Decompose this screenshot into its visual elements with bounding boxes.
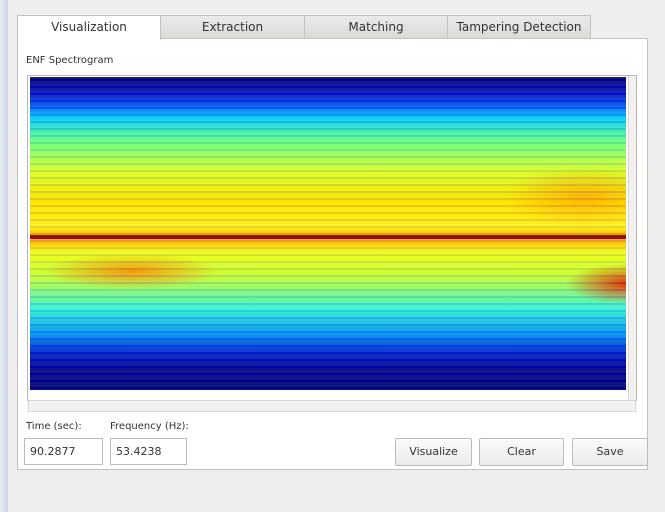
- tab[interactable]: Matching: [304, 15, 448, 39]
- time-input[interactable]: 90.2877: [24, 438, 103, 465]
- tab[interactable]: Extraction: [160, 15, 305, 39]
- visualize-button[interactable]: Visualize: [395, 438, 472, 466]
- spectrogram-image: [30, 77, 626, 390]
- horizontal-scrollbar[interactable]: [28, 400, 636, 412]
- window-edge: [0, 0, 8, 512]
- app-window: Visualization Extraction Matching Tamper…: [0, 0, 665, 512]
- field-label: Time (sec):: [26, 421, 82, 432]
- frequency-input[interactable]: 53.4238: [110, 438, 187, 465]
- tab[interactable]: Tampering Detection: [447, 15, 591, 39]
- section-title: ENF Spectrogram: [26, 55, 113, 66]
- field-label: Frequency (Hz):: [110, 421, 189, 432]
- tab[interactable]: Visualization: [17, 15, 161, 40]
- save-button[interactable]: Save: [572, 438, 648, 466]
- clear-button[interactable]: Clear: [479, 438, 564, 466]
- vertical-scrollbar[interactable]: [628, 76, 636, 400]
